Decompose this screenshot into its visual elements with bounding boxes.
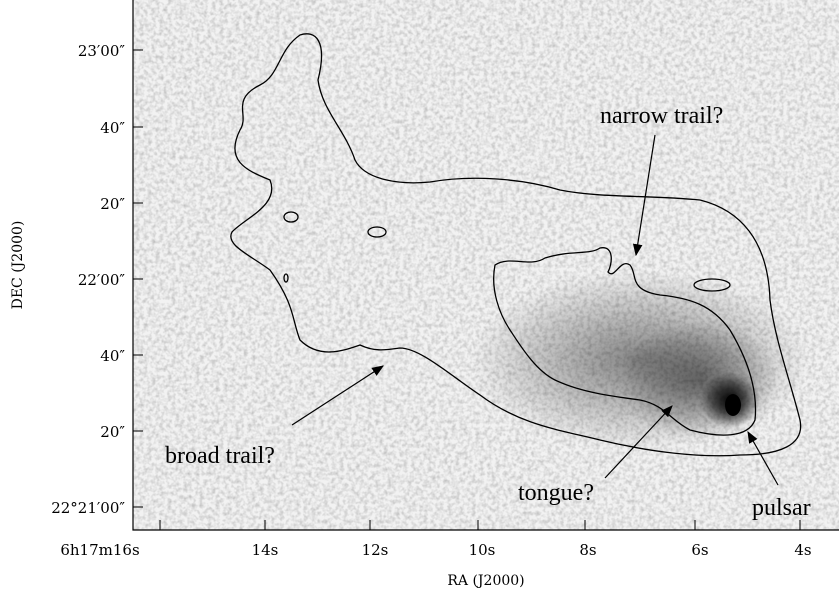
y-axis-label: DEC (J2000): [10, 221, 26, 310]
x-tick-label: 10s: [469, 541, 496, 559]
annotation: broad trail?: [165, 443, 275, 469]
contour: [283, 211, 299, 223]
contour: [693, 278, 731, 292]
arrows: [291, 134, 779, 486]
contour: [367, 226, 387, 238]
frame: [132, 0, 839, 531]
x-tick-label: 6h17m16s: [60, 541, 139, 559]
y-tick-label: 40″: [100, 119, 125, 137]
y-tick-label: 23′00″: [78, 42, 126, 60]
image: [133, 0, 839, 530]
x-tick-label: 6s: [691, 541, 708, 559]
annotation: tongue?: [518, 480, 594, 506]
contour: [283, 273, 289, 283]
y-tick-label: 40″: [100, 347, 125, 365]
annotation: pulsar: [752, 495, 811, 521]
ticks: [133, 49, 801, 530]
y-tick-label: 22′00″: [78, 271, 126, 289]
x-tick-label: 4s: [794, 541, 811, 559]
y-tick-label: 20″: [100, 423, 125, 441]
x-axis-label: RA (J2000): [447, 573, 524, 589]
outer-contour: [230, 33, 802, 457]
annotation: narrow trail?: [600, 103, 723, 129]
y-tick-label: 20″: [100, 195, 125, 213]
y-tick-label: 22°21′00″: [51, 499, 125, 517]
x-tick-label: 14s: [252, 541, 279, 559]
x-tick-label: 12s: [362, 541, 389, 559]
x-tick-label: 8s: [579, 541, 596, 559]
inner-contour: [493, 247, 757, 436]
